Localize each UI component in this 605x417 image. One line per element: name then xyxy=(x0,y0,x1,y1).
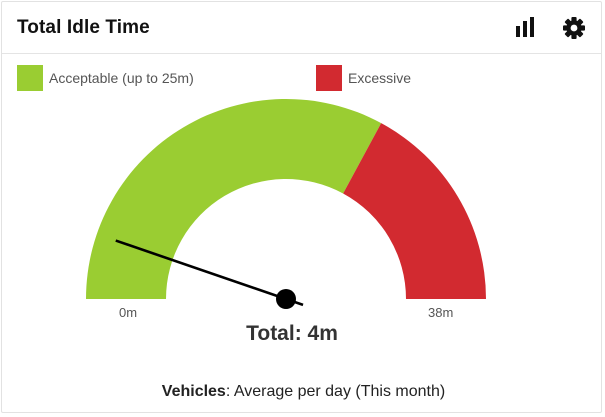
gear-icon[interactable] xyxy=(561,15,587,41)
legend-swatch-excessive xyxy=(316,65,342,91)
gauge-min-label: 0m xyxy=(119,305,138,320)
gauge-band-excessive xyxy=(343,123,486,299)
legend-item-excessive[interactable]: Excessive xyxy=(316,65,516,91)
gauge-band-acceptable xyxy=(86,98,382,299)
gauge-needle-hub xyxy=(276,289,296,309)
footer-description: : Average per day (This month) xyxy=(225,383,446,400)
legend-swatch-acceptable xyxy=(17,65,43,91)
idle-time-gauge xyxy=(86,98,486,309)
widget-header: Total Idle Time xyxy=(2,2,601,54)
legend-label-excessive: Excessive xyxy=(348,70,412,86)
bar-chart-icon[interactable] xyxy=(512,15,538,41)
footer-subject: Vehicles xyxy=(161,383,226,400)
widget-footer: Vehicles: Average per day (This month) xyxy=(2,383,605,401)
gauge-needle xyxy=(115,239,304,307)
gauge-total-value: Total: 4m xyxy=(246,322,338,345)
gauge-max-label: 38m xyxy=(428,305,454,320)
widget-title: Total Idle Time xyxy=(17,17,150,38)
legend-item-acceptable[interactable]: Acceptable (up to 25m) xyxy=(17,65,277,91)
legend-label-acceptable: Acceptable (up to 25m) xyxy=(49,70,194,86)
